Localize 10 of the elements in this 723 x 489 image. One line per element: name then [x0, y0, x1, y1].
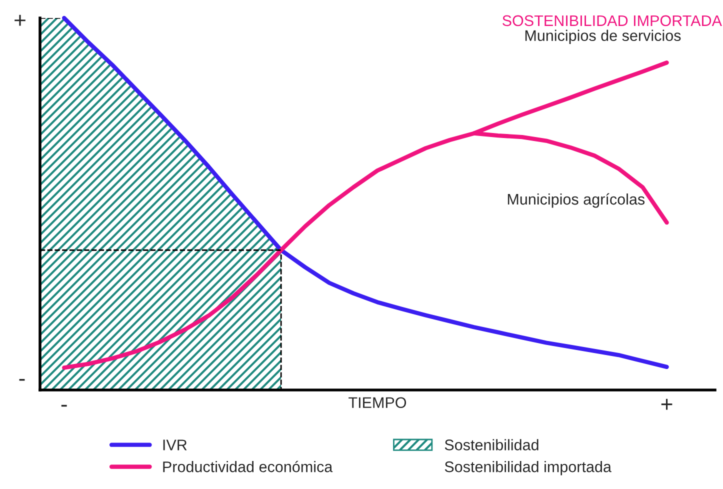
legend-label: IVR	[163, 440, 187, 450]
legend-label: Sostenibilidad	[444, 439, 538, 450]
text: Sostenibilidad importada	[444, 461, 612, 476]
text: -	[19, 378, 25, 381]
x-axis-title: TIEMPO	[348, 397, 406, 408]
series-label: Municipios agrícolas	[508, 193, 645, 208]
text: +	[14, 14, 26, 26]
legend-label: Productividad económica	[163, 460, 333, 472]
annotation: SOSTENIBILIDAD IMPORTADA	[502, 15, 722, 26]
annotation: Municipios de servicios	[525, 30, 681, 44]
